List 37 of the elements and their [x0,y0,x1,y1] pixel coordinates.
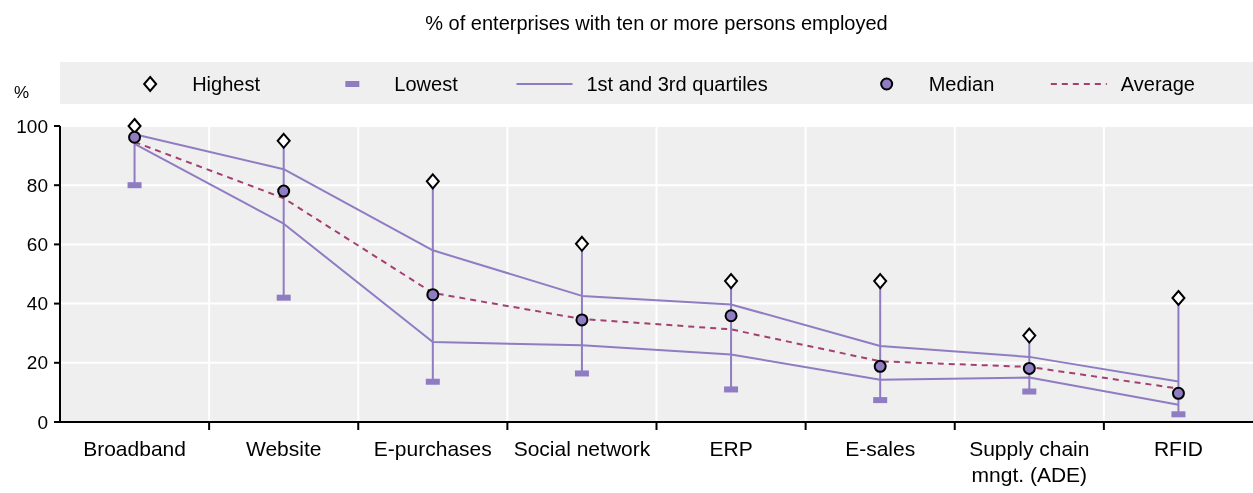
point [127,118,142,134]
y-axis-title: % [14,83,30,102]
point [724,273,739,290]
y-tick-label: 20 [26,352,48,374]
point [724,309,738,323]
y-tick-label: 100 [16,115,48,137]
y-tick-label: 0 [37,411,48,433]
point [1171,289,1186,306]
y-tick-label: 60 [26,234,48,256]
x-tick-label: E-purchases [373,437,492,460]
x-tick-label: E-sales [845,437,916,460]
point [1171,386,1185,400]
x-tick-label: Supply chain mngt. (ADE) [969,437,1090,486]
point [426,288,440,302]
point [277,184,291,198]
x-tick-label: RFID [1153,437,1203,460]
x-tick-label: Social network [513,437,651,460]
legend-label: Average [1120,73,1195,95]
point [575,313,589,327]
point [425,173,440,190]
point [1022,361,1036,375]
legend-label: Highest [192,73,261,95]
point [574,235,589,252]
point [128,130,142,144]
point [1022,327,1037,344]
x-tick-label: ERP [709,437,753,460]
chart-title: % of enterprises with ten or more persons employed [425,12,888,34]
y-tick-label: 40 [26,293,48,315]
point [873,273,888,290]
legend-label: 1st and 3rd quartiles [586,73,768,95]
x-tick-label: Broadband [83,437,186,460]
y-tick-label: 80 [26,174,48,196]
legend-label: Lowest [394,73,459,95]
point [873,359,887,373]
x-tick-label: Website [245,437,322,460]
legend-label: Median [928,73,995,95]
point [276,132,291,149]
